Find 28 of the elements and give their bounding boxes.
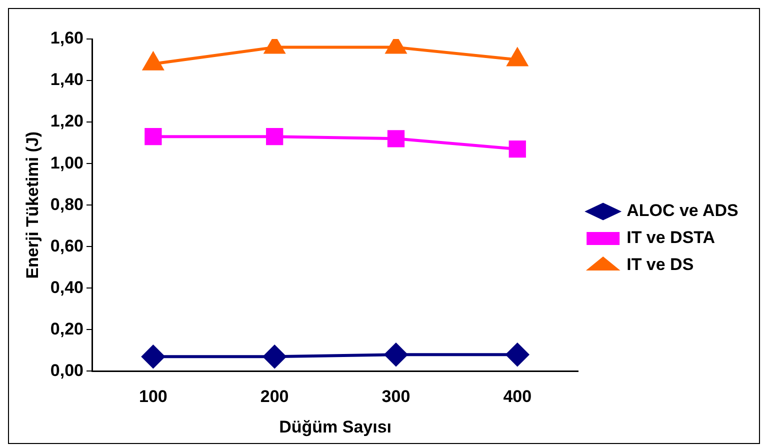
point bbox=[387, 130, 405, 148]
y-tick-label: 0,80 bbox=[50, 194, 84, 214]
point bbox=[264, 39, 285, 54]
y-tick-label: 1,00 bbox=[50, 153, 84, 172]
y-tick-label: 1,60 bbox=[50, 28, 84, 48]
y-tick-label: 0,00 bbox=[50, 360, 84, 380]
point bbox=[142, 345, 165, 368]
x-tick-label: 100 bbox=[139, 387, 168, 406]
point bbox=[508, 140, 526, 158]
legend-label: ALOC ve ADS bbox=[626, 201, 738, 220]
point bbox=[266, 128, 284, 146]
point bbox=[263, 345, 286, 368]
y-axis-title: Enerji Tüketimi (J) bbox=[22, 131, 42, 279]
legend-label: IT ve DS bbox=[626, 255, 694, 274]
y-tick-label: 0,40 bbox=[50, 278, 84, 297]
y-tick-label: 0,60 bbox=[50, 236, 84, 256]
y-tick-label: 1,40 bbox=[50, 70, 84, 90]
y-tick-label: 1,20 bbox=[50, 112, 84, 131]
x-tick-label: 400 bbox=[503, 387, 532, 406]
y-tick-label: 0,20 bbox=[50, 319, 84, 338]
x-tick-label: 200 bbox=[260, 387, 289, 406]
x-tick-label: 300 bbox=[382, 387, 410, 406]
point bbox=[384, 343, 408, 366]
point bbox=[144, 128, 162, 146]
point bbox=[386, 39, 406, 54]
point bbox=[506, 343, 529, 366]
x-axis-title: Düğüm Sayısı bbox=[279, 417, 392, 436]
legend-label: IT ve DSTA bbox=[626, 228, 716, 248]
